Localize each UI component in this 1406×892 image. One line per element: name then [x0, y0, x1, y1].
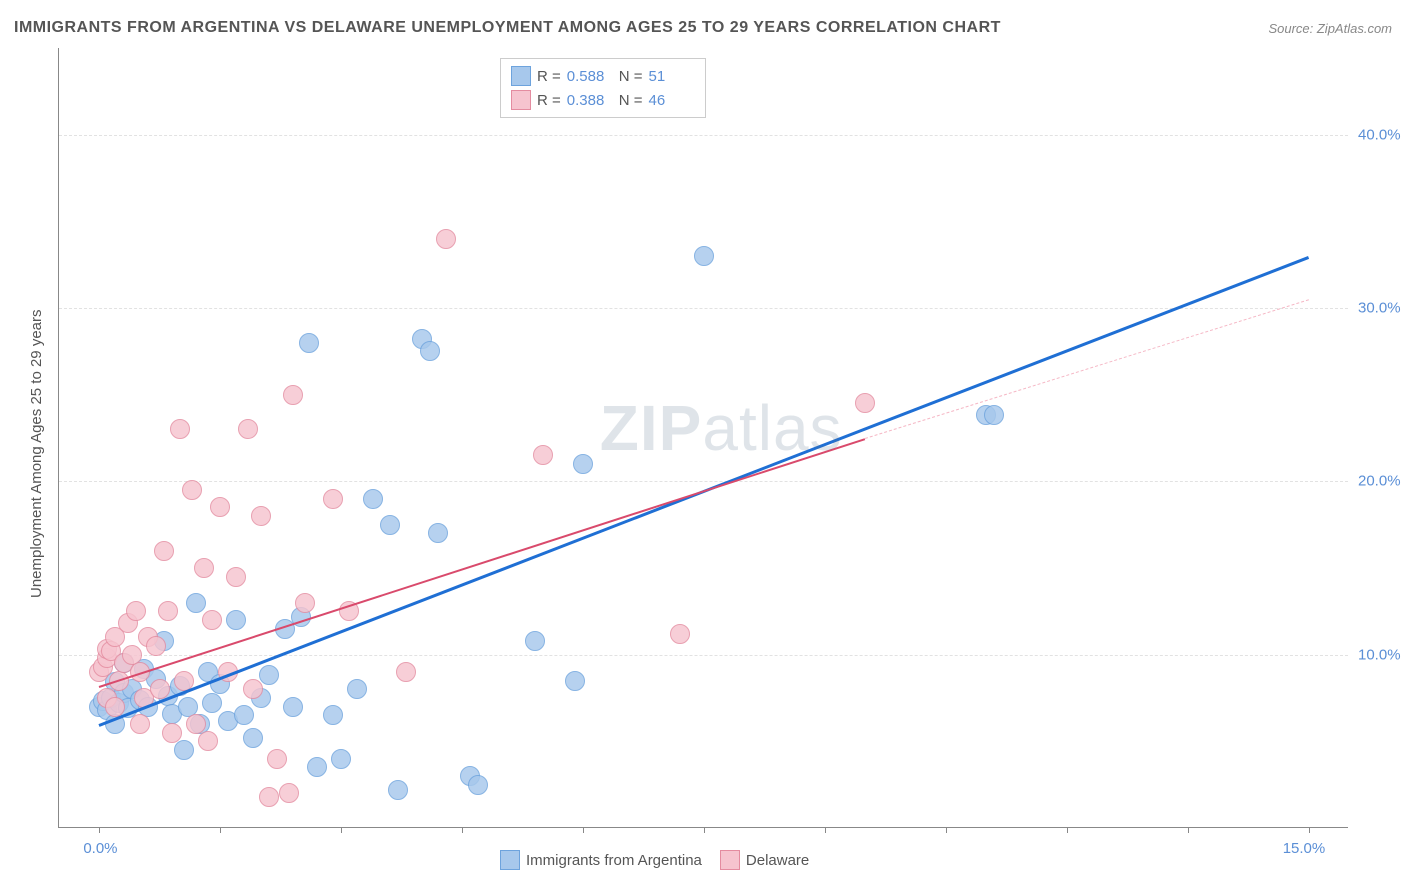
- x-tick: [462, 827, 463, 833]
- legend-series-name: Immigrants from Argentina: [526, 852, 702, 869]
- scatter-point: [299, 333, 319, 353]
- scatter-point: [565, 671, 585, 691]
- scatter-point: [420, 341, 440, 361]
- y-tick-label: 40.0%: [1358, 126, 1401, 143]
- scatter-point: [573, 454, 593, 474]
- scatter-point: [984, 405, 1004, 425]
- scatter-point: [855, 393, 875, 413]
- x-tick: [946, 827, 947, 833]
- source-attribution: Source: ZipAtlas.com: [1268, 21, 1392, 36]
- legend-n-value: 46: [649, 92, 695, 109]
- scatter-point: [533, 445, 553, 465]
- scatter-point: [202, 693, 222, 713]
- legend-n-label: N =: [619, 68, 643, 85]
- scatter-point: [283, 385, 303, 405]
- scatter-point: [130, 714, 150, 734]
- y-tick-label: 30.0%: [1358, 300, 1401, 317]
- legend-swatch: [720, 850, 740, 870]
- gridline: [59, 655, 1348, 656]
- correlation-legend: R = 0.588 N = 51 R = 0.388 N = 46: [500, 58, 706, 118]
- scatter-point: [436, 229, 456, 249]
- scatter-point: [238, 419, 258, 439]
- x-tick: [341, 827, 342, 833]
- scatter-point: [226, 610, 246, 630]
- scatter-point: [307, 757, 327, 777]
- scatter-point: [388, 780, 408, 800]
- gridline: [59, 481, 1348, 482]
- scatter-point: [162, 723, 182, 743]
- x-tick: [1067, 827, 1068, 833]
- scatter-point: [154, 541, 174, 561]
- series-legend: Immigrants from Argentina Delaware: [500, 850, 809, 870]
- scatter-point: [694, 246, 714, 266]
- legend-r-label: R =: [537, 92, 561, 109]
- scatter-point: [396, 662, 416, 682]
- legend-series-name: Delaware: [746, 852, 809, 869]
- scatter-point: [295, 593, 315, 613]
- legend-swatch: [511, 66, 531, 86]
- scatter-point: [194, 558, 214, 578]
- scatter-point: [146, 636, 166, 656]
- scatter-point: [259, 665, 279, 685]
- x-tick: [583, 827, 584, 833]
- legend-n-label: N =: [619, 92, 643, 109]
- scatter-point: [210, 497, 230, 517]
- scatter-point: [525, 631, 545, 651]
- legend-r-value: 0.588: [567, 68, 613, 85]
- scatter-point: [158, 601, 178, 621]
- legend-swatch: [511, 90, 531, 110]
- scatter-point: [182, 480, 202, 500]
- scatter-point: [198, 731, 218, 751]
- x-tick: [220, 827, 221, 833]
- scatter-point: [323, 489, 343, 509]
- scatter-point: [126, 601, 146, 621]
- legend-item: Delaware: [720, 850, 809, 870]
- scatter-point: [186, 714, 206, 734]
- x-tick: [99, 827, 100, 833]
- scatter-point: [226, 567, 246, 587]
- scatter-point: [363, 489, 383, 509]
- x-tick-label: 0.0%: [83, 840, 117, 857]
- x-tick: [1188, 827, 1189, 833]
- x-tick-label: 15.0%: [1283, 840, 1326, 857]
- legend-swatch: [500, 850, 520, 870]
- scatter-point: [428, 523, 448, 543]
- scatter-point: [380, 515, 400, 535]
- x-tick: [825, 827, 826, 833]
- gridline: [59, 308, 1348, 309]
- legend-n-value: 51: [649, 68, 695, 85]
- scatter-plot: [58, 48, 1348, 828]
- trend-line: [865, 299, 1309, 439]
- scatter-point: [323, 705, 343, 725]
- scatter-point: [267, 749, 287, 769]
- scatter-point: [468, 775, 488, 795]
- legend-row: R = 0.388 N = 46: [511, 88, 695, 112]
- y-tick-label: 20.0%: [1358, 473, 1401, 490]
- scatter-point: [170, 419, 190, 439]
- trend-line: [99, 438, 866, 688]
- scatter-point: [331, 749, 351, 769]
- gridline: [59, 135, 1348, 136]
- scatter-point: [243, 728, 263, 748]
- scatter-point: [347, 679, 367, 699]
- scatter-point: [259, 787, 279, 807]
- scatter-point: [174, 740, 194, 760]
- scatter-point: [243, 679, 263, 699]
- y-axis-label: Unemployment Among Ages 25 to 29 years: [28, 309, 45, 598]
- scatter-point: [670, 624, 690, 644]
- legend-r-value: 0.388: [567, 92, 613, 109]
- legend-row: R = 0.588 N = 51: [511, 64, 695, 88]
- scatter-point: [234, 705, 254, 725]
- scatter-point: [202, 610, 222, 630]
- chart-title: IMMIGRANTS FROM ARGENTINA VS DELAWARE UN…: [14, 19, 1001, 37]
- scatter-point: [283, 697, 303, 717]
- scatter-point: [279, 783, 299, 803]
- x-tick: [704, 827, 705, 833]
- y-tick-label: 10.0%: [1358, 646, 1401, 663]
- scatter-point: [251, 506, 271, 526]
- legend-r-label: R =: [537, 68, 561, 85]
- legend-item: Immigrants from Argentina: [500, 850, 702, 870]
- scatter-point: [186, 593, 206, 613]
- x-tick: [1309, 827, 1310, 833]
